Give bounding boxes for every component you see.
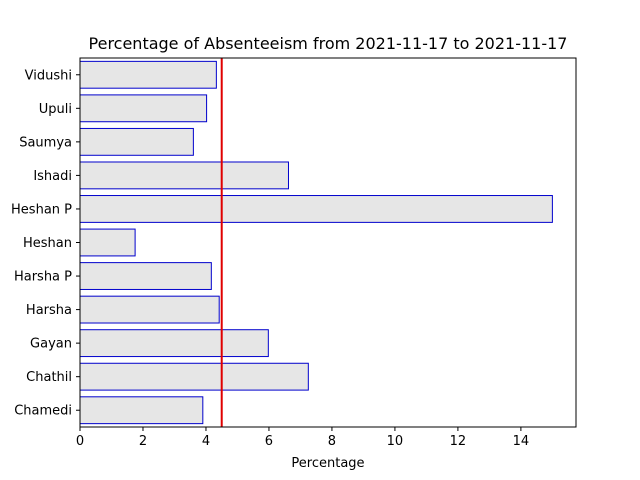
y-tick-label-vidushi: Vidushi <box>25 68 72 83</box>
bar-saumya <box>79 127 194 156</box>
y-tick-label-upuli: Upuli <box>39 102 72 117</box>
y-tick-label-heshan-p: Heshan P <box>11 202 72 217</box>
y-tick-label-heshan: Heshan <box>23 236 72 251</box>
x-tick-label: 12 <box>450 434 467 449</box>
x-tick-label: 10 <box>387 434 404 449</box>
x-tick-label: 4 <box>202 434 210 449</box>
bar-ishadi <box>79 161 289 190</box>
y-tick-label-chathil: Chathil <box>26 370 72 385</box>
y-tick-label-chamedi: Chamedi <box>14 404 72 419</box>
x-tick-label: 8 <box>328 434 336 449</box>
bar-chamedi <box>79 396 204 425</box>
x-tick-label: 14 <box>513 434 530 449</box>
bar-heshan <box>79 228 136 257</box>
y-tick-label-gayan: Gayan <box>30 337 72 352</box>
x-axis-label: Percentage <box>291 456 364 471</box>
y-tick-label-harsha: Harsha <box>26 303 72 318</box>
bar-upuli <box>79 94 208 123</box>
y-tick-label-saumya: Saumya <box>19 135 72 150</box>
x-axis-ticks: 0 2 4 6 8 10 12 14 <box>76 427 529 449</box>
bar-heshan-p <box>79 195 553 223</box>
bars-group <box>79 60 553 425</box>
y-tick-label-ishadi: Ishadi <box>33 169 72 184</box>
bar-gayan <box>79 329 269 358</box>
y-tick-label-harsha-p: Harsha P <box>14 270 72 285</box>
x-tick-label: 2 <box>139 434 147 449</box>
bar-chathil <box>79 362 309 391</box>
x-tick-label: 0 <box>76 434 84 449</box>
bar-harsha <box>79 295 220 324</box>
bar-vidushi <box>79 60 217 89</box>
x-tick-label: 6 <box>265 434 273 449</box>
bar-harsha-p <box>79 262 212 290</box>
chart-title: Percentage of Absenteeism from 2021-11-1… <box>89 34 568 53</box>
y-axis-ticks: Chamedi Chathil Gayan Harsha Harsha P Heshan H… <box>11 68 80 419</box>
